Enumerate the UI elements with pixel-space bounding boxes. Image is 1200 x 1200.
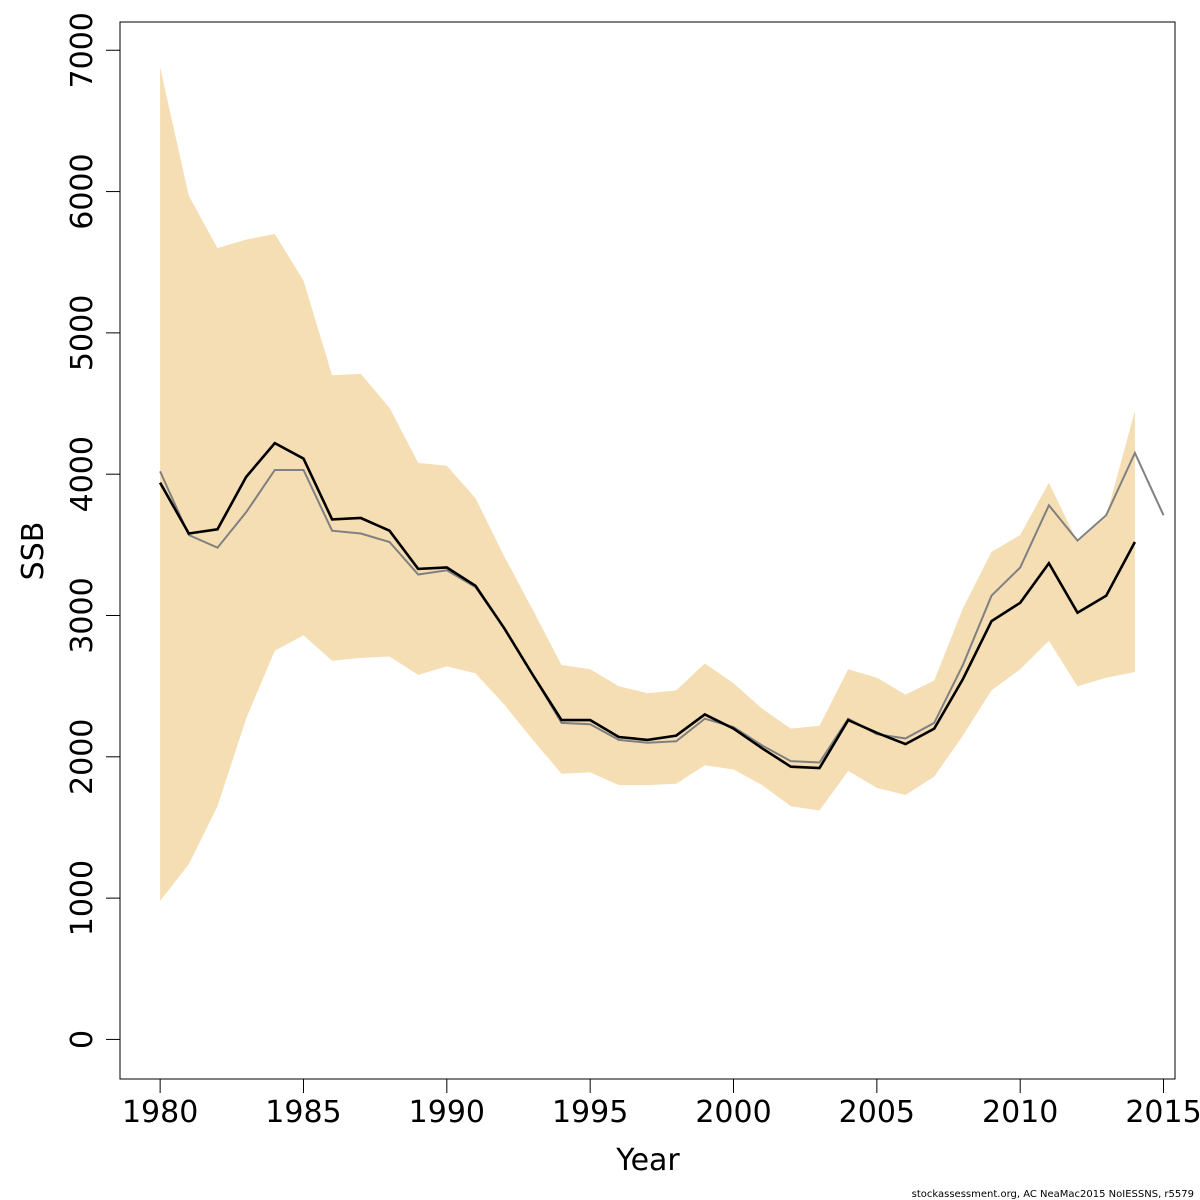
x-tick-label: 2000 <box>695 1095 771 1130</box>
x-tick-label: 2010 <box>982 1095 1058 1130</box>
footer-credit: stockassessment.org, AC NeaMac2015 NoIES… <box>912 1189 1194 1200</box>
y-tick-label: 3000 <box>65 577 100 653</box>
alt-ssb-line <box>159 450 1165 764</box>
ssb-estimate-line <box>158 441 1137 770</box>
y-tick-label: 7000 <box>65 12 100 88</box>
x-axis-title: Year <box>615 1143 680 1178</box>
y-tick-label: 6000 <box>65 153 100 229</box>
x-tick-label: 1980 <box>122 1095 198 1130</box>
y-tick-label: 4000 <box>65 436 100 512</box>
plot-area <box>158 67 1165 901</box>
y-tick-label: 5000 <box>65 295 100 371</box>
y-tick-label: 1000 <box>65 860 100 936</box>
x-tick-label: 1990 <box>409 1095 485 1130</box>
x-tick-label: 1985 <box>265 1095 341 1130</box>
y-tick-label: 2000 <box>65 719 100 795</box>
x-tick-label: 2015 <box>1125 1095 1200 1130</box>
y-tick-label: 0 <box>65 1030 100 1049</box>
y-axis: 0 1000 2000 3000 4000 5000 6000 7000 <box>65 12 121 1049</box>
x-tick-label: 1995 <box>552 1095 628 1130</box>
x-axis: 1980 1985 1990 1995 2000 2005 2010 2015 <box>122 1078 1200 1130</box>
x-tick-label: 2005 <box>839 1095 915 1130</box>
ssb-confidence-band <box>160 67 1135 901</box>
y-axis-title: SSB <box>16 522 51 581</box>
